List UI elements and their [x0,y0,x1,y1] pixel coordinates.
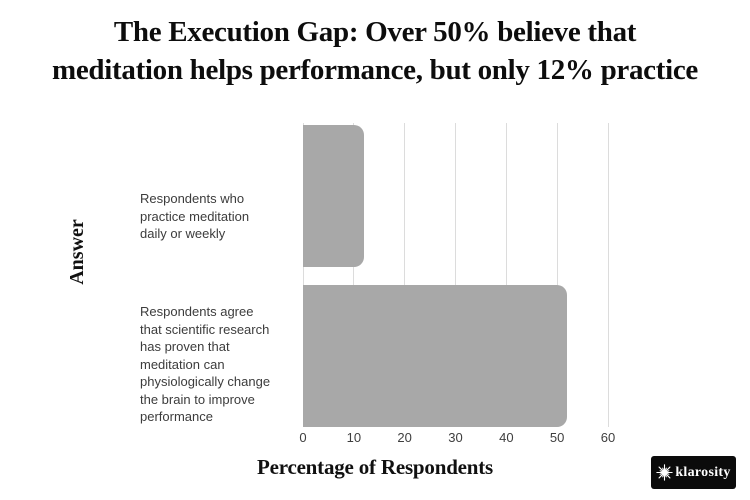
logo-text: klarosity [675,464,731,480]
gridline [404,123,406,427]
x-axis-label: Percentage of Respondents [256,455,494,479]
chart-title-line1: The Execution Gap: Over 50% believe that [113,16,637,48]
gridline [302,123,304,427]
category-label-line: the brain to improve [140,391,255,407]
category-label-line: has proven that [140,339,230,354]
x-tick-label: 20 [397,430,412,445]
gridline [353,123,355,427]
gridline [505,123,507,427]
starburst-icon [656,464,674,481]
category-label-line: meditation can [140,356,225,372]
x-tick-label: 10 [346,430,362,445]
bar [303,285,568,427]
gridline [607,123,609,427]
chart-title-line2: meditation helps performance, but only 1… [52,54,698,86]
x-tick-label: 40 [499,430,514,445]
bar [303,125,364,267]
x-tick-label: 50 [549,430,565,445]
category-label-line: Respondents who [140,191,245,206]
category-label-line: Respondents agree [140,304,254,319]
x-tick-label: 30 [448,430,463,445]
category-label: Respondents agree that scientific researc… [140,303,310,426]
gridline [455,123,456,427]
category-label-line: practice meditation [140,208,250,224]
x-tick-label: 0 [299,430,307,445]
chart-title: The Execution Gap: Over 50% believe that… [0,13,750,89]
gridline [556,123,558,427]
category-label-line: daily or weekly [140,226,226,241]
category-label-line: that scientific research [140,321,270,337]
klarosity-logo: klarosity [651,456,736,489]
y-axis-label: Answer [66,219,88,285]
category-label-line: performance [140,409,213,424]
category-label-line: physiologically change [140,374,271,389]
category-label: Respondents who practice meditation daily … [140,190,310,243]
x-tick-label: 60 [600,430,616,445]
